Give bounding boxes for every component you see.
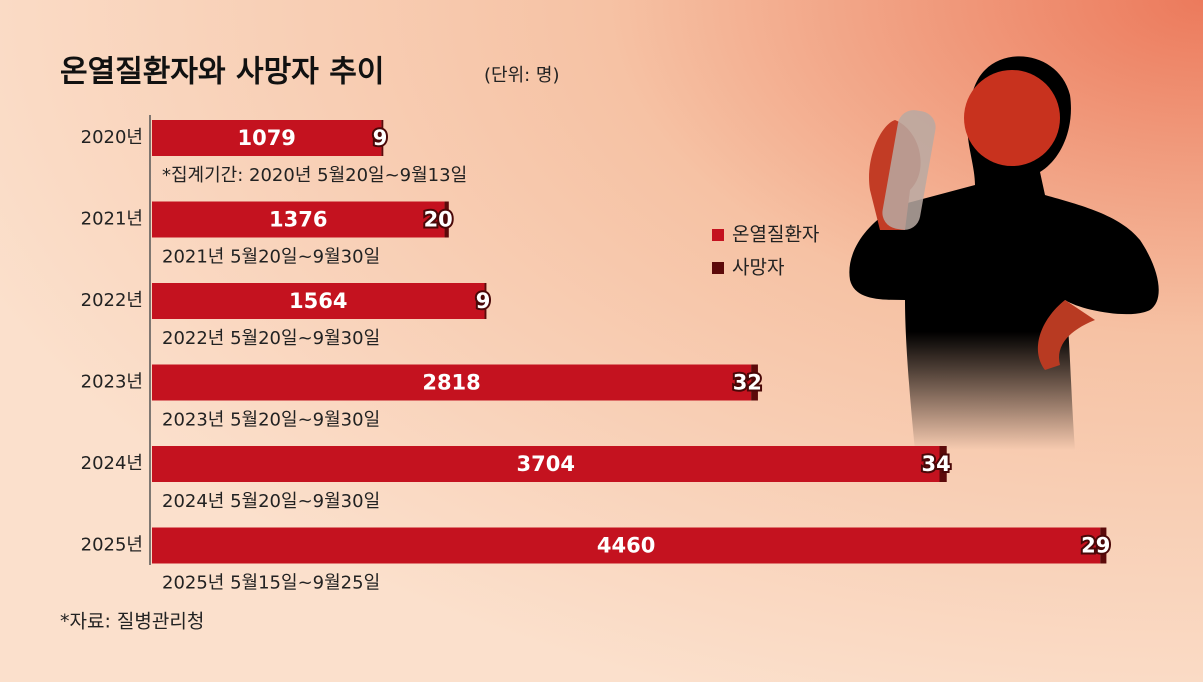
source: *자료: 질병관리청 <box>60 611 204 633</box>
value-label: 4460 <box>597 534 655 558</box>
bar <box>152 120 382 156</box>
legend-label: 사망자 <box>732 257 784 279</box>
bar-segment <box>939 446 947 482</box>
unit: (단위: 명) <box>484 65 560 86</box>
chart-title: 온열질환자와 사망자 추이 <box>60 55 385 90</box>
value-label: 1079 <box>237 126 295 150</box>
bar-segment <box>484 283 487 319</box>
note: 2022년 5월20일~9월30일 <box>162 328 380 349</box>
value-label: 9 <box>476 289 491 313</box>
value-label: 20 <box>424 208 453 232</box>
y-tick-label: 2021년 <box>81 209 143 230</box>
bar-segment <box>381 120 384 156</box>
bar-segment <box>1100 527 1107 564</box>
bar <box>152 283 485 319</box>
y-tick-label: 2022년 <box>81 290 143 311</box>
note: *집계기간: 2020년 5월20일~9월13일 <box>162 165 467 186</box>
y-tick-label: 2024년 <box>81 453 143 474</box>
bar <box>152 527 1101 564</box>
y-tick-label: 2025년 <box>81 535 143 556</box>
bar-segment <box>751 364 758 401</box>
note: 2023년 5월20일~9월30일 <box>162 410 380 431</box>
value-label: 29 <box>1081 534 1110 558</box>
legend-swatch <box>712 229 724 241</box>
legend-label: 온열질환자 <box>732 224 819 246</box>
value-label: 34 <box>921 452 950 476</box>
silhouette <box>849 56 1159 451</box>
value-label: 32 <box>733 371 762 395</box>
note: 2021년 5월20일~9월30일 <box>162 247 380 268</box>
value-label: 2818 <box>422 371 480 395</box>
bar-segment <box>444 201 449 238</box>
bar <box>152 446 940 482</box>
note: 2024년 5월20일~9월30일 <box>162 491 380 512</box>
bar <box>152 364 752 401</box>
bar <box>152 201 445 238</box>
value-label: 9 <box>373 126 388 150</box>
y-tick-label: 2023년 <box>81 372 143 393</box>
value-label: 1376 <box>269 208 327 232</box>
value-label: 1564 <box>289 289 347 313</box>
note: 2025년 5월15일~9월25일 <box>162 573 380 594</box>
value-label: 3704 <box>517 452 575 476</box>
y-tick-label: 2020년 <box>81 127 143 148</box>
legend-swatch <box>712 262 724 274</box>
